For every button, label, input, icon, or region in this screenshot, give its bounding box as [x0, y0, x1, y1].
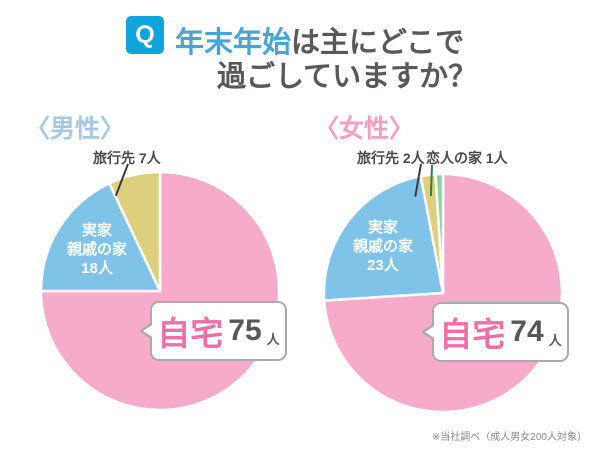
home-callout-men-unit: 人 — [266, 331, 280, 347]
pie-slice-travel — [108, 170, 162, 293]
home-callout-women-unit: 人 — [548, 332, 562, 348]
pie-chart-women — [322, 172, 564, 414]
home-callout-women-value: 74 — [510, 315, 544, 348]
slice-label-line: 親戚の家 — [352, 238, 413, 256]
pie-chart-men — [39, 170, 281, 412]
page-title-line1: 年末年始は主にどこで — [175, 19, 464, 61]
home-callout-men-value: 75 — [228, 314, 262, 347]
slice-callout-women-lover: 恋人の家 1人 — [426, 150, 508, 166]
slice-label-line: 実家 — [367, 219, 398, 236]
pie-slice-family — [322, 174, 445, 302]
slice-label-line: 18人 — [81, 260, 113, 278]
slice-callout-men-travel: 旅行先 7人 — [93, 150, 161, 166]
home-callout-women: 自宅 74 人 — [421, 302, 569, 362]
question-badge: Q — [126, 16, 164, 54]
slice-callout-women-travel: 旅行先 2人 — [357, 150, 425, 166]
slice-label-line: 親戚の家 — [66, 241, 127, 259]
chart-heading-men: 〈男性〉 — [25, 115, 126, 143]
slice-label-women-family: 実家 親戚の家 23人 — [337, 218, 429, 275]
pie-slice-family — [39, 182, 162, 293]
survey-footnote: ※当社調べ（成人男女200人対象） — [431, 432, 587, 443]
pie-slice-lover — [434, 172, 445, 295]
title-rest: は主にどこで — [291, 27, 465, 59]
page-title-line2: 過ごしていますか？ — [217, 61, 478, 93]
title-highlight: 年末年始 — [175, 27, 292, 59]
home-callout-men-label: 自宅 — [157, 315, 224, 352]
slice-label-men-family: 実家 親戚の家 18人 — [51, 221, 143, 278]
slice-label-line: 23人 — [367, 257, 399, 275]
home-callout-women-label: 自宅 — [439, 316, 506, 353]
chart-heading-women: 〈女性〉 — [314, 115, 415, 143]
slice-label-line: 実家 — [81, 222, 112, 239]
home-callout-men: 自宅 75 人 — [139, 301, 287, 361]
